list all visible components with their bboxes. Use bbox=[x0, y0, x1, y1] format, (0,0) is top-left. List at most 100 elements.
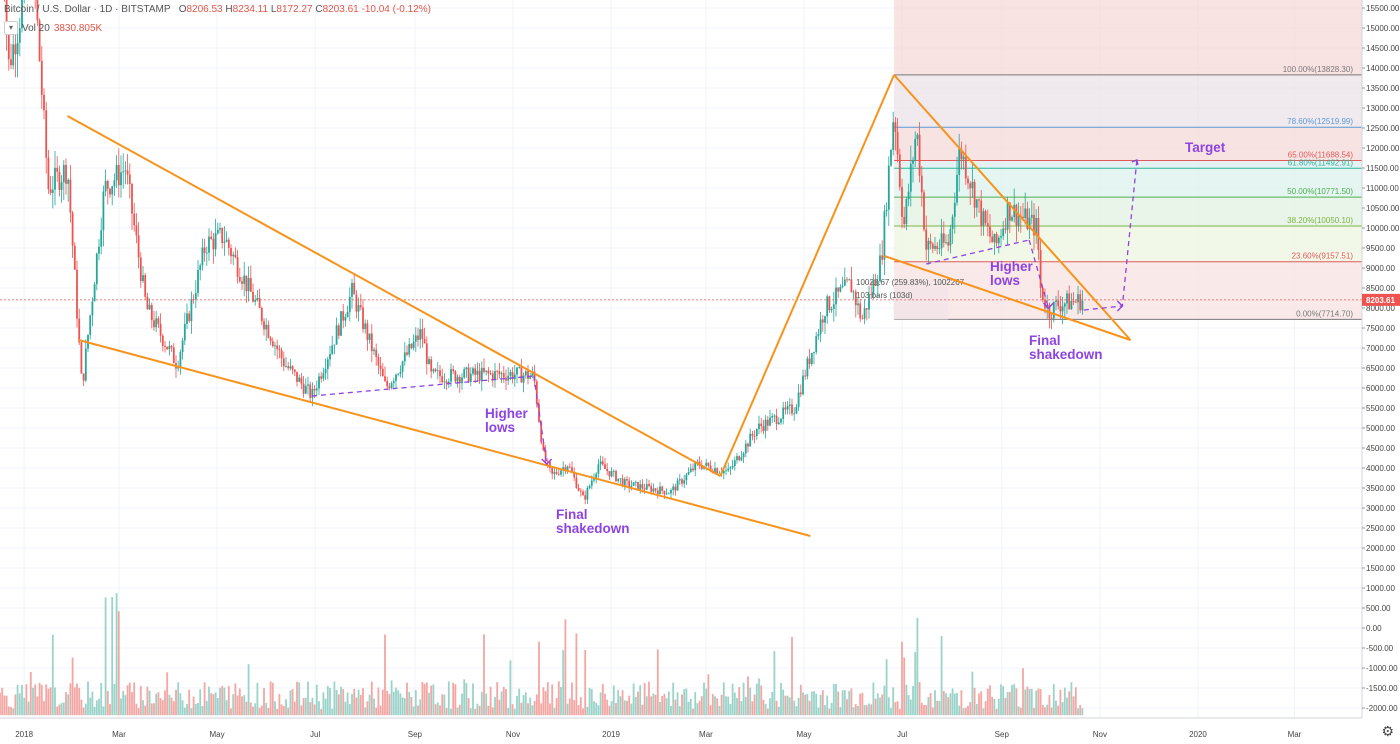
candle-body bbox=[293, 369, 296, 372]
volume-bar bbox=[252, 706, 254, 716]
candle-body bbox=[236, 257, 239, 277]
candle-body bbox=[414, 335, 417, 342]
final-shakedown-label-line: Final bbox=[1029, 333, 1061, 348]
volume-bar bbox=[333, 681, 336, 716]
legend-ohlc-row: Bitcoin / U.S. Dollar · 1D · BITSTAMP O8… bbox=[4, 4, 431, 15]
candle-body bbox=[887, 165, 890, 210]
candle-body bbox=[989, 226, 991, 237]
volume-bar bbox=[1077, 708, 1079, 716]
candle-body bbox=[287, 366, 290, 369]
candle-body bbox=[881, 255, 884, 260]
volume-bar bbox=[540, 703, 543, 716]
volume-bar bbox=[828, 708, 831, 716]
gear-icon[interactable]: ⚙ bbox=[1381, 723, 1394, 739]
volume-bar bbox=[256, 682, 259, 716]
volume-bar bbox=[128, 682, 131, 716]
volume-bar bbox=[188, 689, 191, 716]
volume-bar bbox=[623, 700, 626, 716]
symbol-title[interactable]: Bitcoin / U.S. Dollar · 1D · BITSTAMP bbox=[4, 4, 171, 15]
target-label-line: Target bbox=[1185, 140, 1226, 155]
candle-body bbox=[443, 381, 446, 383]
final-shakedown-label: Final shakedown bbox=[1029, 333, 1103, 362]
price-tick-label: 4500.00 bbox=[1366, 444, 1395, 453]
volume-bar bbox=[102, 706, 105, 716]
price-tick-label: 9500.00 bbox=[1366, 244, 1395, 253]
volume-bar bbox=[518, 688, 521, 716]
volume-bar bbox=[1002, 686, 1005, 716]
time-tick-label: 2019 bbox=[602, 730, 620, 739]
volume-bar bbox=[509, 660, 512, 716]
candle-body bbox=[700, 465, 703, 469]
volume-bar bbox=[799, 684, 802, 716]
volume-bar bbox=[755, 683, 758, 716]
higher-lows-label-line: Higher bbox=[485, 406, 529, 421]
candle-body bbox=[621, 478, 624, 487]
current-price-tag-label: 8203.61 bbox=[1366, 296, 1395, 305]
candle-body bbox=[777, 422, 780, 425]
candle-body bbox=[766, 419, 769, 426]
volume-bar bbox=[648, 681, 650, 716]
candle-body bbox=[901, 187, 903, 217]
candle-body bbox=[586, 488, 589, 500]
candle-body bbox=[874, 280, 877, 286]
volume-bar bbox=[153, 703, 155, 716]
volume-bar bbox=[408, 692, 411, 716]
volume-bar bbox=[1017, 706, 1020, 716]
volume-bar bbox=[454, 684, 457, 716]
volume-bar bbox=[414, 690, 417, 716]
volume-bar bbox=[925, 705, 928, 716]
candle-body bbox=[313, 388, 316, 391]
candle-body bbox=[500, 373, 503, 375]
volume-bar bbox=[69, 683, 72, 716]
candle-body bbox=[344, 317, 347, 321]
volume-bar bbox=[80, 699, 83, 716]
volume-bar bbox=[839, 707, 842, 716]
price-axis-bg bbox=[1362, 0, 1400, 744]
candle-body bbox=[969, 183, 972, 189]
candle-body bbox=[516, 367, 518, 375]
trendline bbox=[719, 74, 895, 477]
candle-body bbox=[412, 341, 415, 348]
candle-body bbox=[564, 467, 567, 471]
higher-lows-label: Higher lows bbox=[990, 259, 1034, 288]
volume-bar bbox=[601, 683, 604, 716]
candle-body bbox=[590, 480, 593, 486]
volume-bar bbox=[870, 704, 873, 716]
candle-body bbox=[199, 265, 202, 271]
volume-bar bbox=[788, 697, 791, 716]
volume-bar bbox=[293, 701, 296, 716]
candle-body bbox=[245, 275, 248, 292]
candle-body bbox=[936, 245, 939, 250]
candle-body bbox=[971, 181, 974, 189]
volume-bar bbox=[265, 702, 268, 716]
volume-bar bbox=[593, 701, 595, 716]
volume-bar bbox=[568, 698, 571, 716]
price-tick-label: 11500.00 bbox=[1366, 164, 1399, 173]
volume-bar bbox=[247, 664, 250, 716]
volume-bar bbox=[582, 708, 584, 716]
chevron-down-icon[interactable]: ▾ bbox=[4, 21, 18, 35]
volume-bar bbox=[797, 697, 800, 716]
candle-body bbox=[89, 315, 92, 335]
volume-bar bbox=[546, 682, 549, 716]
candle-body bbox=[190, 299, 193, 322]
candle-body bbox=[615, 470, 617, 482]
volume-bar bbox=[885, 659, 888, 716]
volume-bar bbox=[703, 682, 705, 716]
volume-bar bbox=[296, 681, 298, 716]
volume-bar bbox=[370, 681, 373, 716]
fib-zone bbox=[894, 261, 1362, 320]
candle-body bbox=[650, 486, 653, 492]
price-tick-label: 7000.00 bbox=[1366, 344, 1395, 353]
volume-bar bbox=[984, 701, 987, 716]
volume-bar bbox=[1008, 691, 1011, 716]
candle-body bbox=[494, 371, 496, 381]
candle-body bbox=[799, 392, 802, 395]
candle-body bbox=[315, 388, 318, 391]
arrowhead bbox=[1116, 300, 1124, 312]
volume-bar bbox=[716, 698, 719, 716]
volume-bar bbox=[711, 693, 714, 716]
candle-body bbox=[672, 486, 675, 491]
volume-bar bbox=[16, 684, 19, 716]
